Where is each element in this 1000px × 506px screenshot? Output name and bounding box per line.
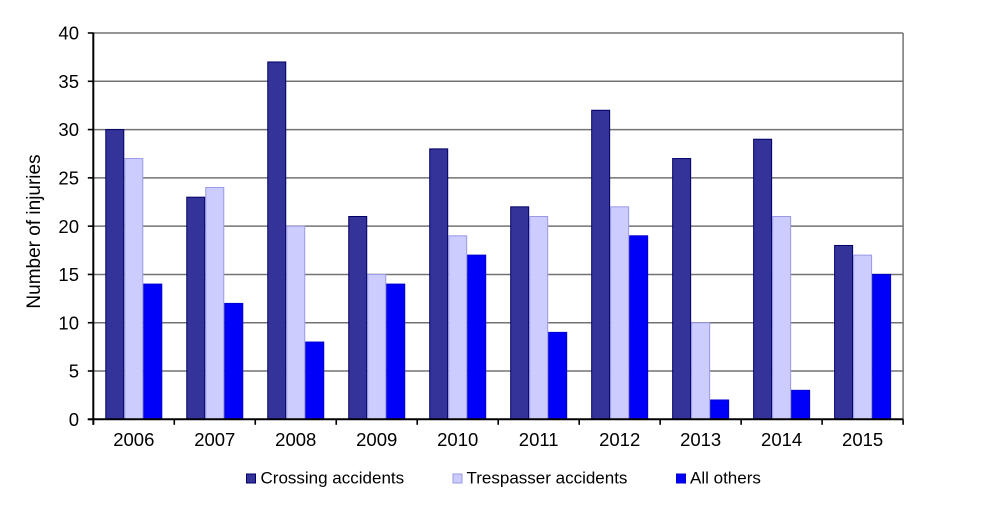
svg-text:40: 40 [58,23,79,44]
svg-text:2010: 2010 [437,429,478,450]
svg-text:2011: 2011 [519,429,559,450]
svg-text:Crossing accidents: Crossing accidents [261,469,405,488]
svg-text:2006: 2006 [113,429,154,450]
svg-text:2012: 2012 [599,429,640,450]
svg-text:Trespasser accidents: Trespasser accidents [467,469,628,488]
svg-text:2015: 2015 [842,429,883,450]
svg-text:10: 10 [58,312,79,333]
svg-text:0: 0 [69,409,79,430]
svg-text:2008: 2008 [275,429,316,450]
svg-text:35: 35 [58,71,79,92]
svg-text:2007: 2007 [194,429,235,450]
svg-text:2014: 2014 [761,429,802,450]
svg-text:Number of injuries: Number of injuries [24,154,45,308]
svg-text:2009: 2009 [356,429,397,450]
svg-text:25: 25 [58,168,79,189]
svg-text:5: 5 [69,361,79,382]
svg-text:20: 20 [58,216,79,237]
svg-text:15: 15 [58,264,79,285]
svg-text:All others: All others [690,469,761,488]
svg-text:30: 30 [58,119,79,140]
svg-text:2013: 2013 [680,429,721,450]
